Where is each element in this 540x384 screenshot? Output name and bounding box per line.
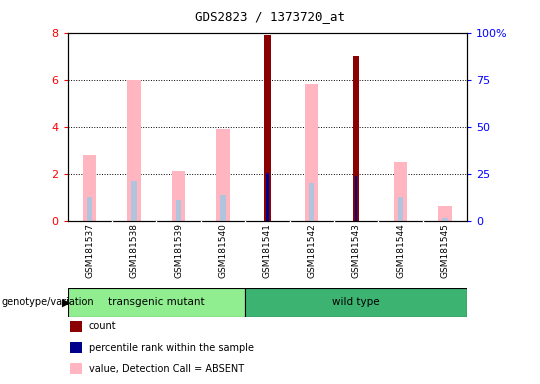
Bar xyxy=(127,80,141,221)
Bar xyxy=(176,200,181,221)
Text: percentile rank within the sample: percentile rank within the sample xyxy=(89,343,254,353)
Text: GSM181537: GSM181537 xyxy=(85,223,94,278)
Bar xyxy=(442,218,448,221)
Text: value, Detection Call = ABSENT: value, Detection Call = ABSENT xyxy=(89,364,244,374)
Bar xyxy=(305,84,319,221)
Text: GSM181544: GSM181544 xyxy=(396,223,405,278)
Bar xyxy=(68,288,245,317)
Bar xyxy=(353,56,360,221)
Text: GSM181545: GSM181545 xyxy=(441,223,449,278)
Bar xyxy=(394,162,407,221)
Bar xyxy=(220,195,226,221)
Bar xyxy=(309,183,314,221)
Text: ▶: ▶ xyxy=(62,297,71,308)
Text: transgenic mutant: transgenic mutant xyxy=(108,297,205,308)
Bar xyxy=(131,181,137,221)
Bar xyxy=(264,35,271,221)
Text: GSM181542: GSM181542 xyxy=(307,223,316,278)
Bar xyxy=(266,172,268,221)
Text: GSM181538: GSM181538 xyxy=(130,223,139,278)
Bar xyxy=(245,288,467,317)
Bar xyxy=(438,205,451,221)
Bar xyxy=(172,171,185,221)
Text: GSM181543: GSM181543 xyxy=(352,223,361,278)
Bar xyxy=(83,155,96,221)
Bar xyxy=(398,197,403,221)
Text: count: count xyxy=(89,321,116,331)
Text: genotype/variation: genotype/variation xyxy=(1,297,94,308)
Text: GSM181540: GSM181540 xyxy=(218,223,227,278)
Text: wild type: wild type xyxy=(332,297,380,308)
Bar xyxy=(216,129,229,221)
Text: GSM181539: GSM181539 xyxy=(174,223,183,278)
Bar xyxy=(355,176,357,221)
Text: GDS2823 / 1373720_at: GDS2823 / 1373720_at xyxy=(195,10,345,23)
Bar xyxy=(87,197,92,221)
Text: GSM181541: GSM181541 xyxy=(263,223,272,278)
